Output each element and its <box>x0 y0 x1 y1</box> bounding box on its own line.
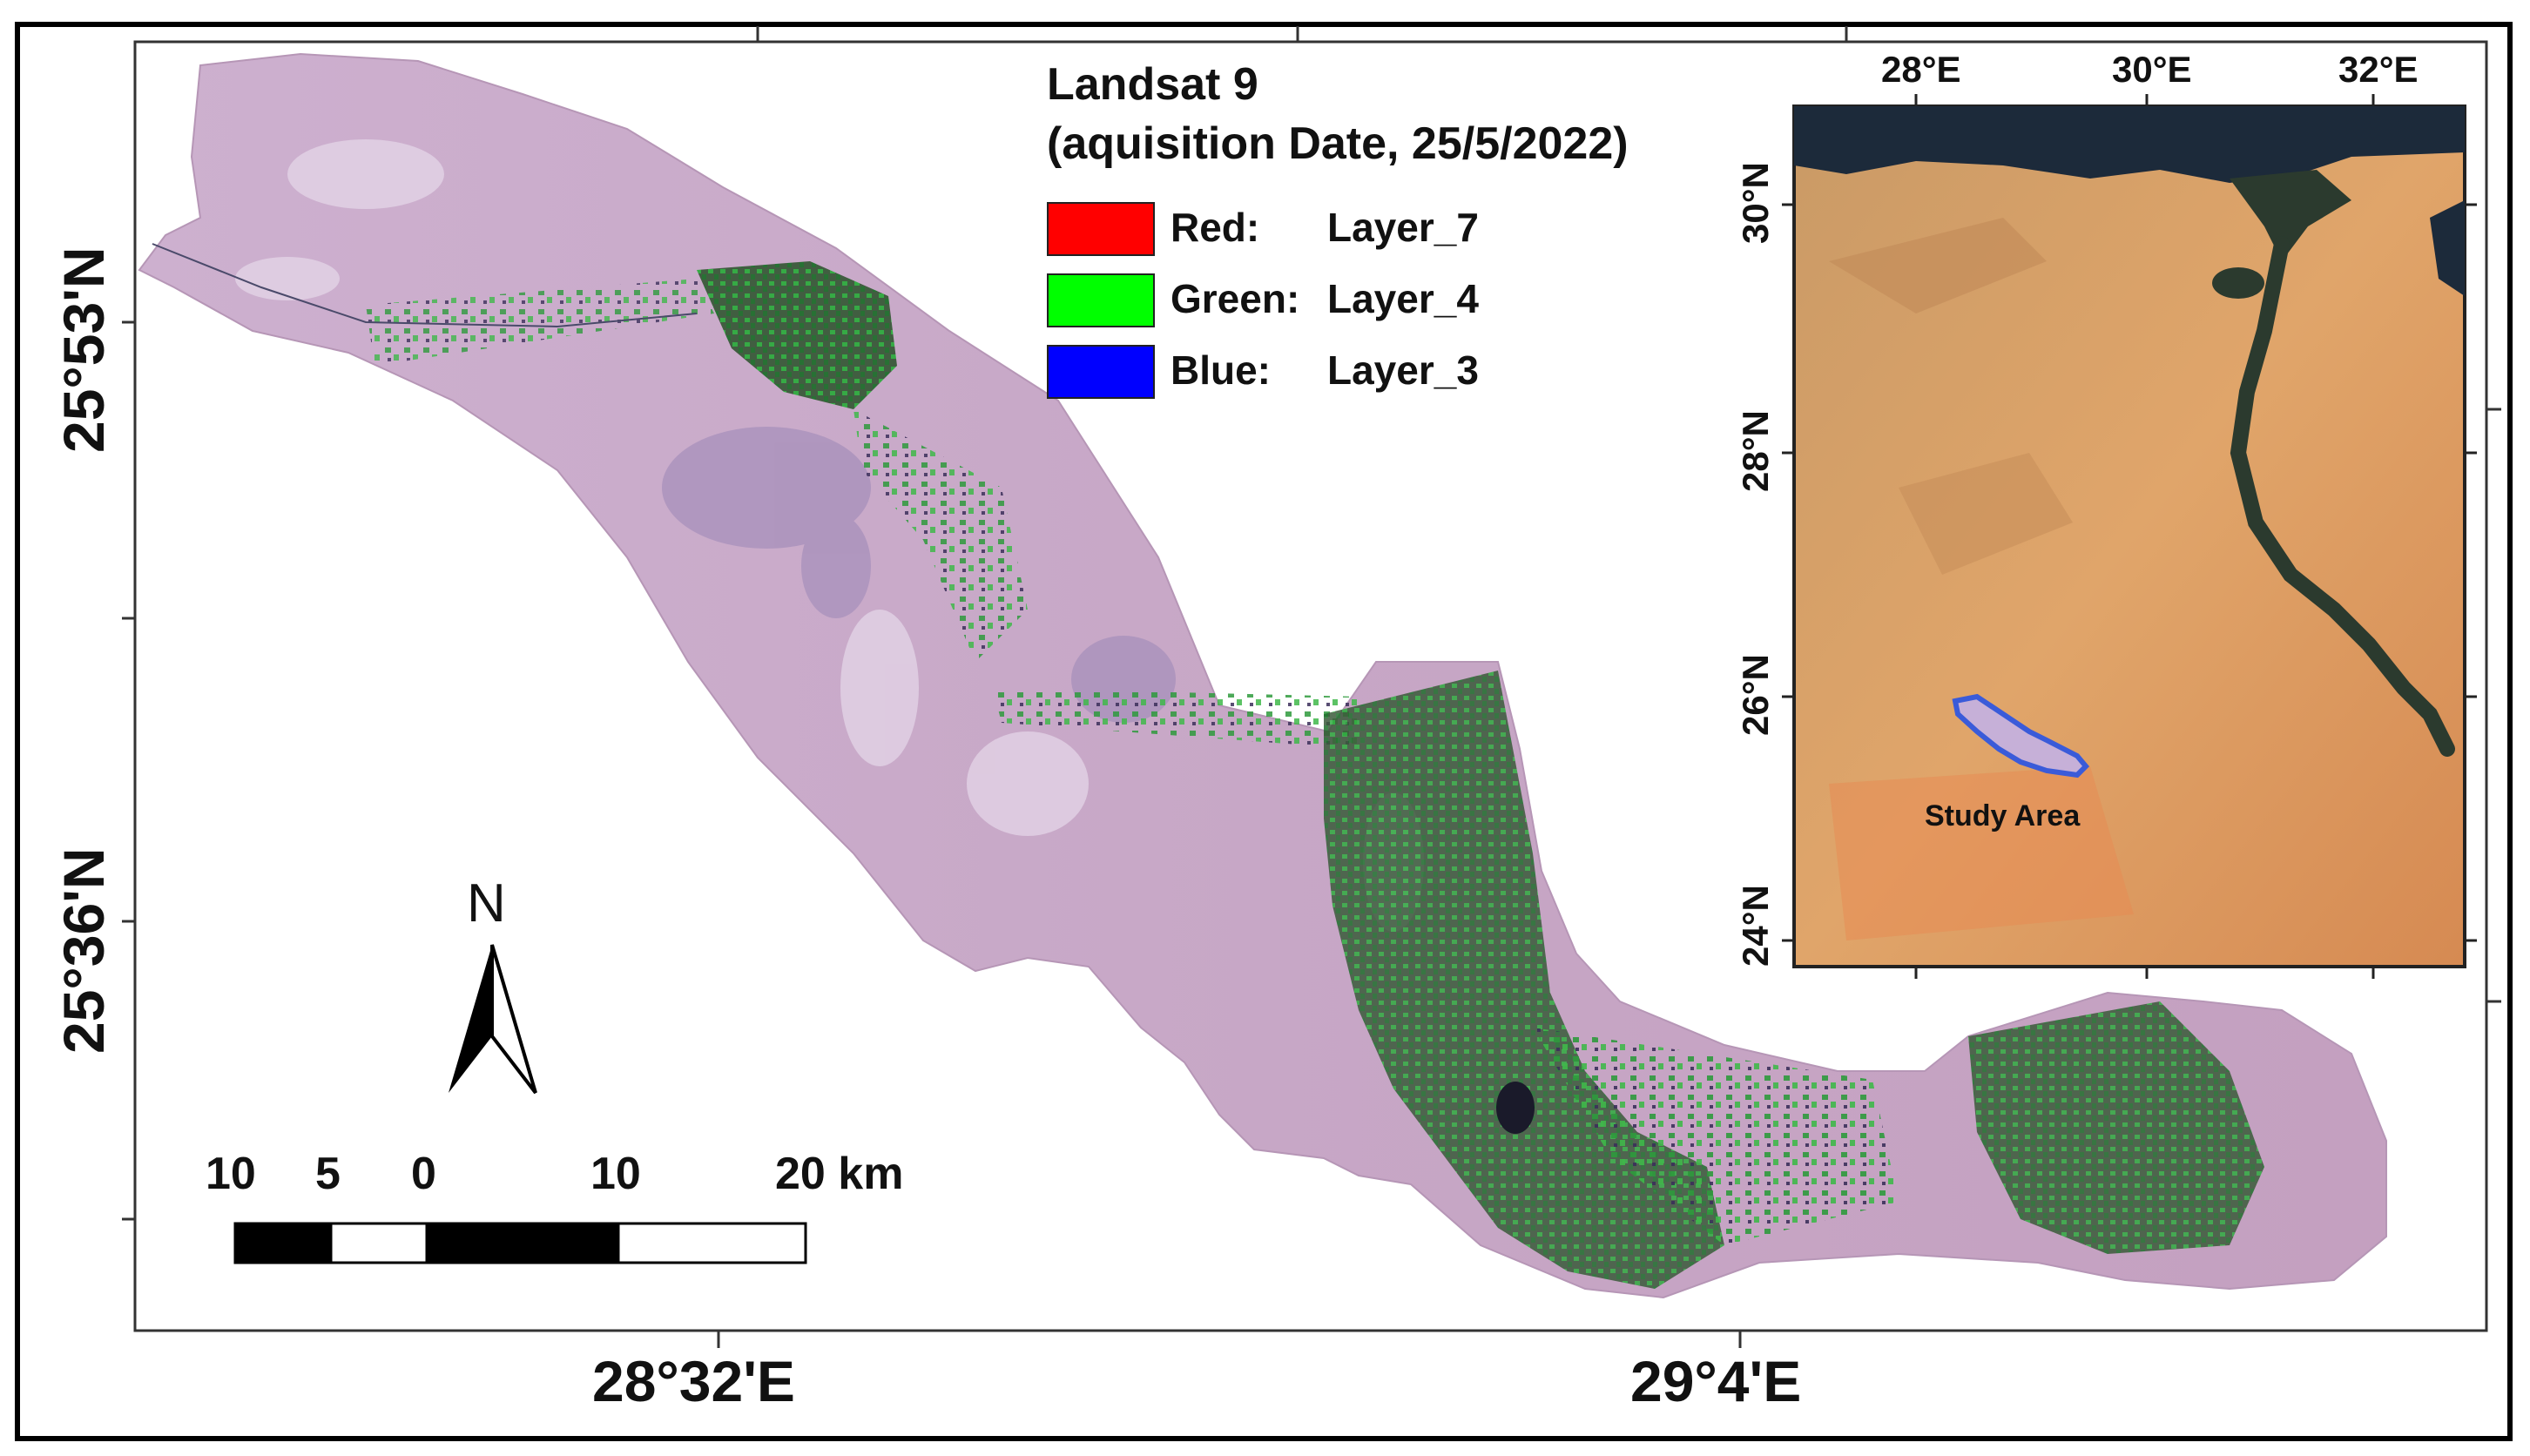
inset-lat-30: 30°N <box>1735 162 1776 244</box>
inset-lon-30: 30°E <box>2112 49 2192 90</box>
legend-layer-red: Layer_7 <box>1327 205 1479 250</box>
inset-lat-28: 28°N <box>1735 410 1776 492</box>
inset-lat-24: 24°N <box>1735 885 1776 967</box>
lon-label-29-04: 29°4'E <box>1630 1349 1802 1413</box>
inset-lon-32: 32°E <box>2338 49 2419 90</box>
legend-title-line1: Landsat 9 <box>1047 59 1258 110</box>
legend-swatch-red <box>1047 202 1155 256</box>
scale-label-5: 5 <box>315 1149 341 1199</box>
road <box>152 243 698 328</box>
scale-label-10-right: 10 <box>590 1149 641 1199</box>
legend-band-red: Red: <box>1171 205 1260 250</box>
outer-frame <box>15 22 2513 1441</box>
inset-lat-26: 26°N <box>1735 654 1776 736</box>
inset-study-area-label: Study Area <box>1925 799 2081 832</box>
lake <box>1496 1082 1535 1134</box>
scale-label-0: 0 <box>411 1149 436 1199</box>
legend-swatch-blue <box>1047 345 1155 399</box>
north-arrow-graphic <box>449 944 537 1095</box>
legend-band-blue: Blue: <box>1171 347 1271 393</box>
legend-layer-green: Layer_4 <box>1327 276 1479 321</box>
map-frame <box>133 40 2488 1332</box>
scale-label-20km: 20 km <box>775 1149 904 1199</box>
study-area-outline <box>1952 693 2090 779</box>
legend-title-line2: (aquisition Date, 25/5/2022) <box>1047 118 1629 169</box>
frame-ticks <box>122 26 2501 1348</box>
legend-swatch-green <box>1047 273 1155 327</box>
legend-band-green: Green: <box>1171 276 1300 321</box>
inset-map <box>1782 94 2477 979</box>
vegetation-areas <box>366 261 2264 1289</box>
north-arrow-label: N <box>467 873 506 934</box>
lon-label-28-32: 28°32'E <box>592 1349 795 1413</box>
scale-label-10-left: 10 <box>206 1149 256 1199</box>
lat-label-25-53: 25°53'N <box>51 246 116 453</box>
inset-lon-28: 28°E <box>1881 49 1961 90</box>
lat-label-25-36: 25°36'N <box>51 847 116 1054</box>
scale-bar-graphic <box>233 1222 807 1264</box>
legend-layer-blue: Layer_3 <box>1327 347 1479 393</box>
